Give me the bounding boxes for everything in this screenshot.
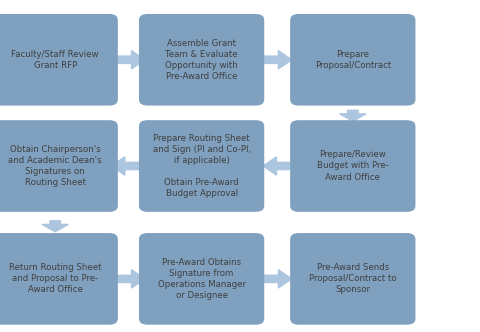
Text: Assemble Grant
Team & Evaluate
Opportunity with
Pre-Award Office: Assemble Grant Team & Evaluate Opportuni… [165,39,238,81]
Text: Return Routing Sheet
and Proposal to Pre-
Award Office: Return Routing Sheet and Proposal to Pre… [9,263,101,294]
FancyBboxPatch shape [290,14,415,106]
FancyArrow shape [340,110,366,121]
Text: Obtain Chairperson's
and Academic Dean's
Signatures on
Routing Sheet: Obtain Chairperson's and Academic Dean's… [8,145,102,187]
FancyBboxPatch shape [139,120,264,212]
Text: Faculty/Staff Review
Grant RFP: Faculty/Staff Review Grant RFP [12,50,99,70]
FancyArrow shape [42,221,69,232]
Text: Pre-Award Sends
Proposal/Contract to
Sponsor: Pre-Award Sends Proposal/Contract to Spo… [309,263,396,294]
FancyArrow shape [111,270,145,288]
FancyArrow shape [258,51,292,69]
FancyArrow shape [111,51,145,69]
FancyBboxPatch shape [139,14,264,106]
FancyBboxPatch shape [290,233,415,325]
Text: Pre-Award Obtains
Signature from
Operations Manager
or Designee: Pre-Award Obtains Signature from Operati… [157,258,246,300]
FancyBboxPatch shape [0,14,118,106]
FancyArrow shape [258,270,292,288]
Text: Prepare
Proposal/Contract: Prepare Proposal/Contract [315,50,391,70]
FancyBboxPatch shape [0,120,118,212]
FancyBboxPatch shape [290,120,415,212]
FancyBboxPatch shape [139,233,264,325]
FancyArrow shape [263,157,297,175]
Text: Prepare Routing Sheet
and Sign (PI and Co-PI,
if applicable)

Obtain Pre-Award
B: Prepare Routing Sheet and Sign (PI and C… [153,134,251,198]
FancyArrow shape [111,157,145,175]
FancyBboxPatch shape [0,233,118,325]
Text: Prepare/Review
Budget with Pre-
Award Office: Prepare/Review Budget with Pre- Award Of… [317,150,389,182]
